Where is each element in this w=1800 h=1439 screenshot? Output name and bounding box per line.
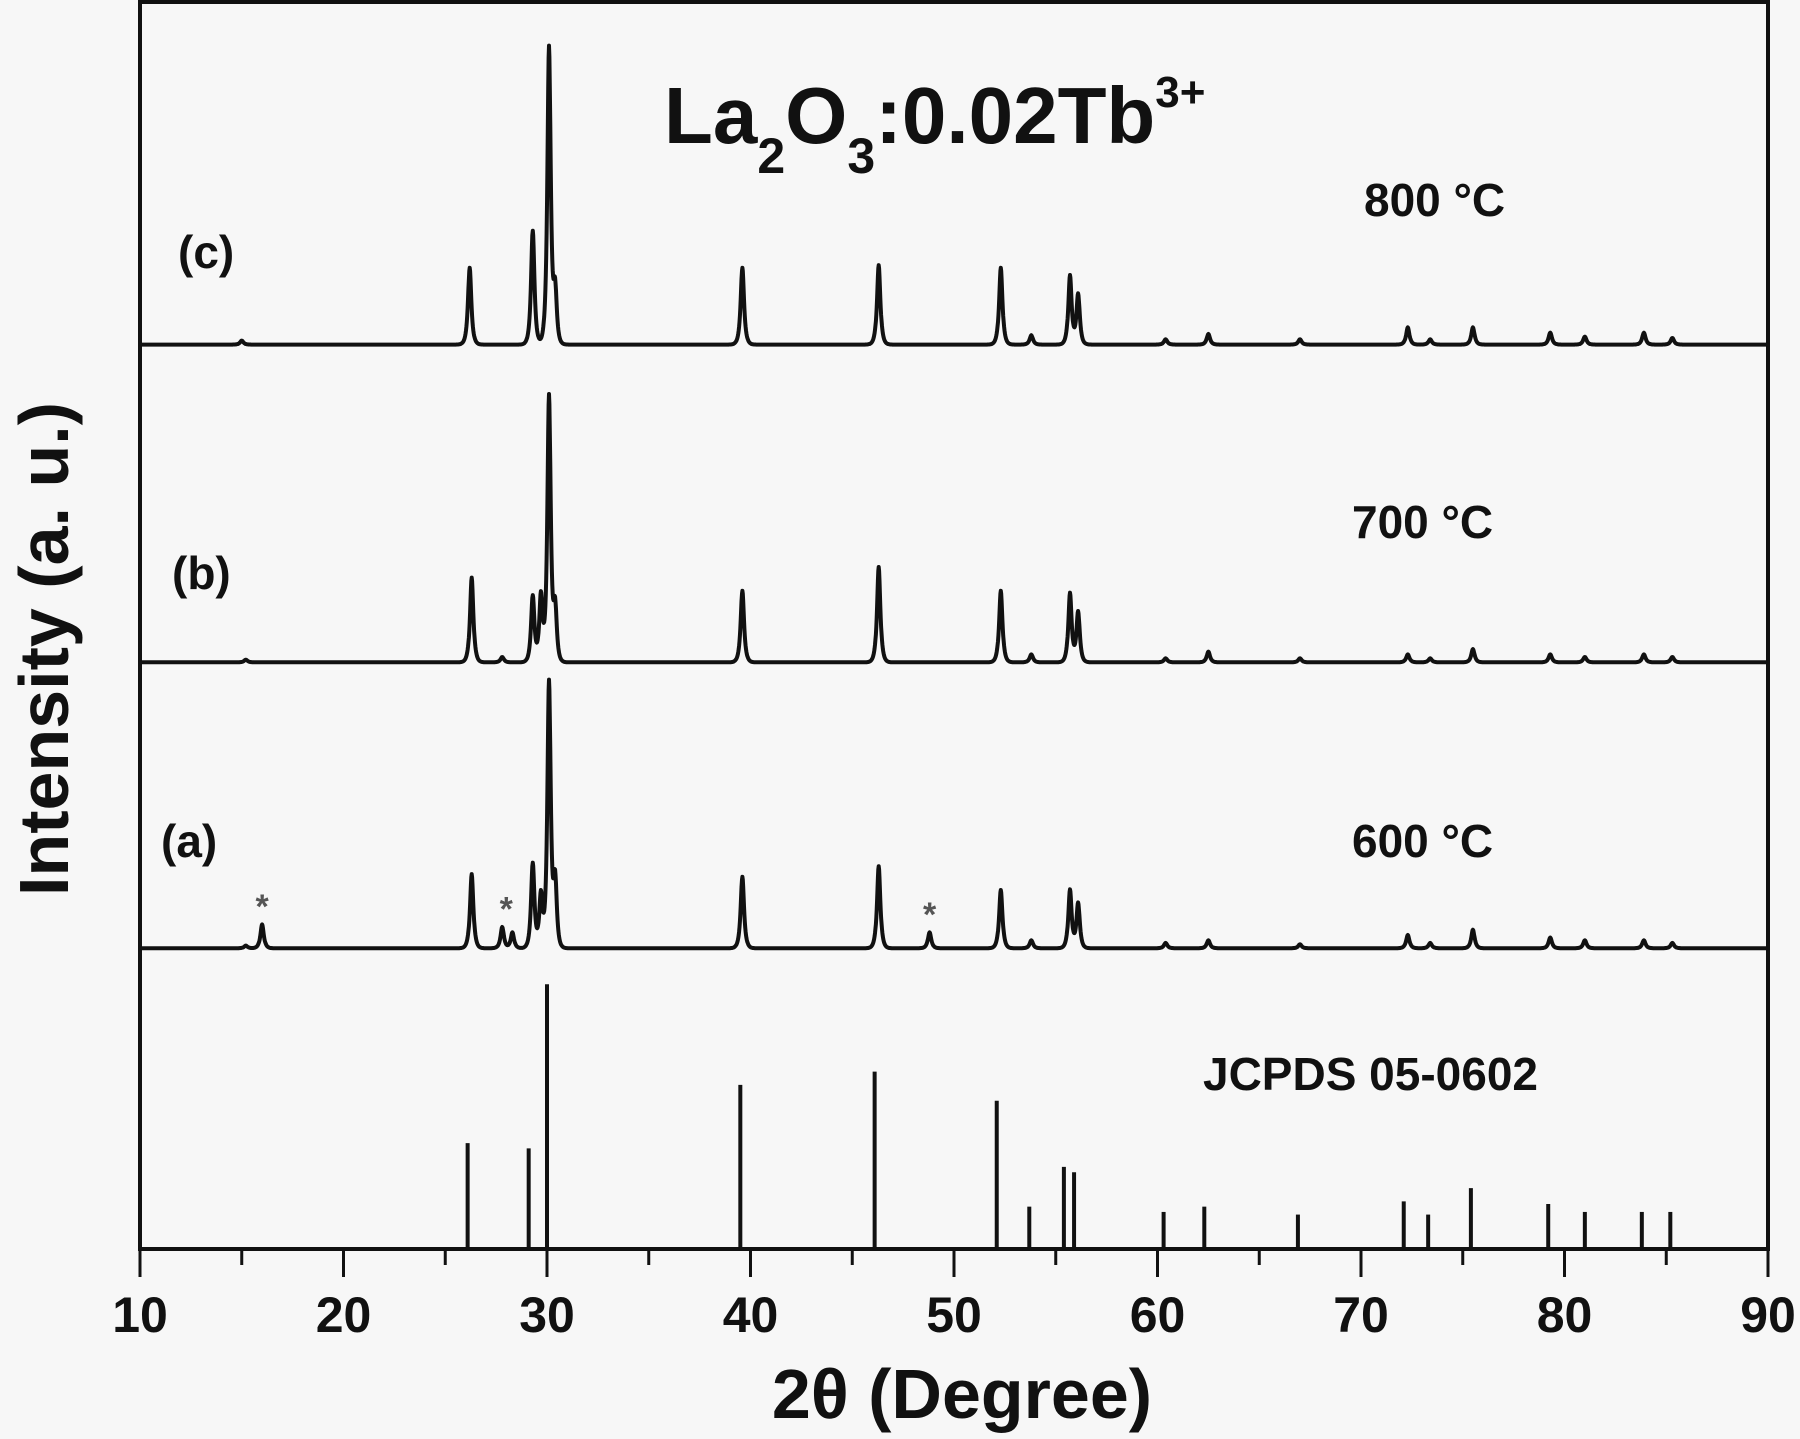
impurity-marker: * [500,891,514,929]
x-tick-label: 60 [1130,1287,1186,1343]
series-line-a [138,677,1770,951]
x-tick-label: 80 [1537,1287,1593,1343]
series-c-temperature: 800 °C [1364,174,1505,226]
series-line-b [138,392,1770,665]
x-tick-label: 20 [316,1287,372,1343]
reference-pattern [465,984,1673,1249]
x-tick-label: 90 [1740,1287,1796,1343]
chart-title: La2O3:0.02Tb3+ [664,68,1205,184]
x-tick-label: 30 [519,1287,575,1343]
series-b-label: (b) [172,547,231,599]
reference-label: JCPDS 05-0602 [1203,1048,1538,1100]
x-tick-label: 40 [723,1287,779,1343]
x-axis-label: 2θ (Degree) [772,1355,1152,1433]
y-axis-label: Intensity (a. u.) [5,402,83,896]
impurity-marker: * [923,896,937,934]
series-group: * * * [138,43,1770,951]
x-axis-ticks: 10 20 30 40 50 60 70 80 90 [112,1249,1796,1343]
x-tick-label: 50 [926,1287,982,1343]
series-line-c [138,43,1770,347]
impurity-marker: * [255,888,269,926]
x-tick-label: 10 [112,1287,168,1343]
x-tick-label: 70 [1333,1287,1389,1343]
series-c-label: (c) [178,226,234,278]
series-b-temperature: 700 °C [1352,496,1493,548]
series-a-temperature: 600 °C [1352,815,1493,867]
series-a-label: (a) [161,815,217,867]
